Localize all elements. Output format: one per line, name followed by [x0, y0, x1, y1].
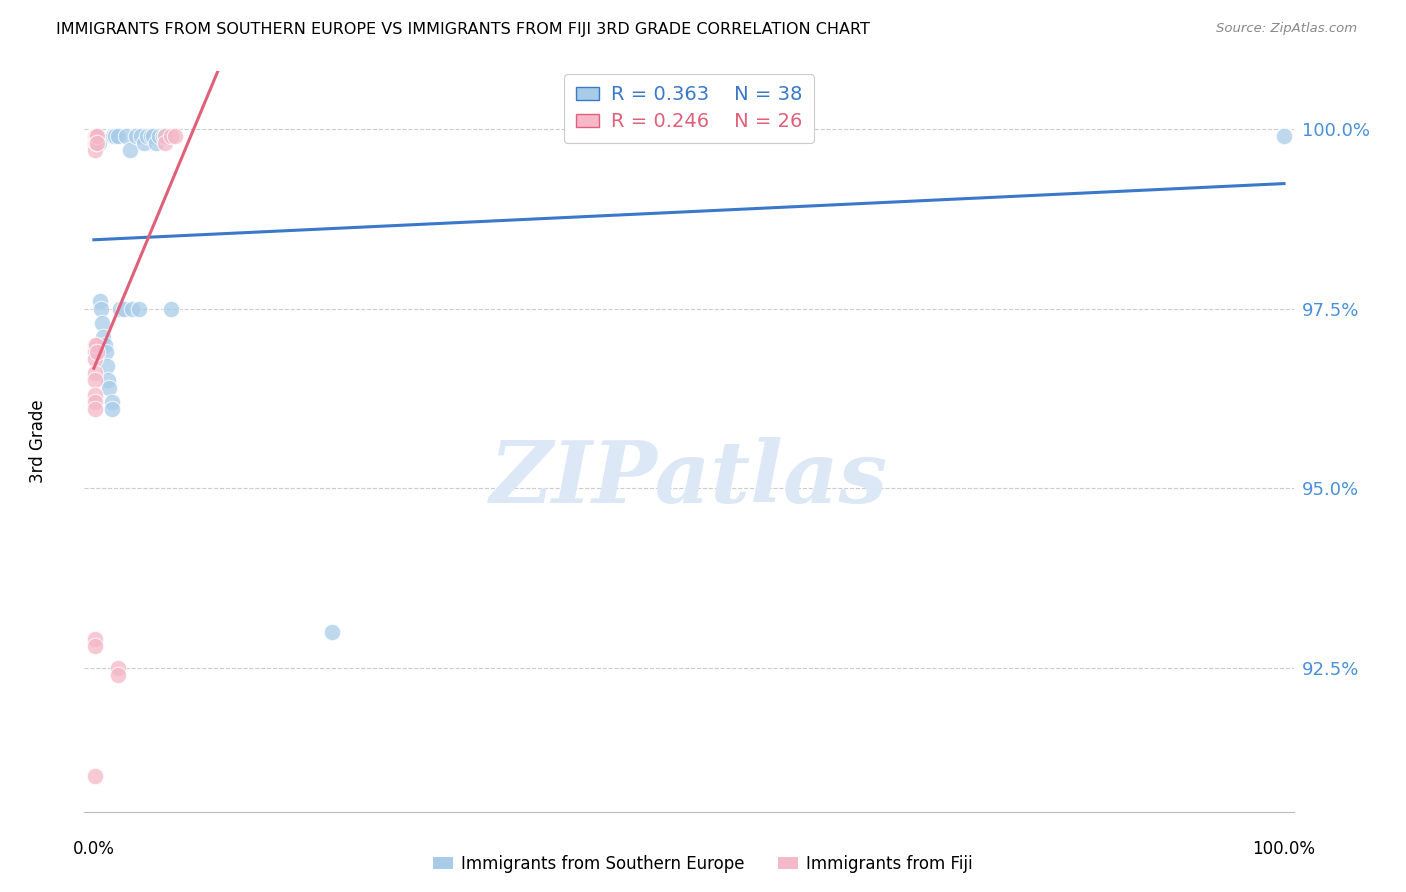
- Point: [84, 337, 107, 351]
- Point: [84, 136, 107, 151]
- Point: [155, 129, 177, 144]
- Point: [84, 129, 107, 144]
- Point: [152, 129, 174, 144]
- Text: IMMIGRANTS FROM SOUTHERN EUROPE VS IMMIGRANTS FROM FIJI 3RD GRADE CORRELATION CH: IMMIGRANTS FROM SOUTHERN EUROPE VS IMMIG…: [56, 22, 870, 37]
- Point: [84, 136, 107, 151]
- Point: [97, 374, 120, 388]
- Point: [86, 136, 108, 151]
- Point: [121, 301, 143, 316]
- Point: [98, 381, 121, 395]
- Point: [128, 301, 150, 316]
- Point: [155, 136, 177, 151]
- Point: [84, 388, 107, 402]
- Point: [86, 344, 108, 359]
- Point: [108, 301, 131, 316]
- Point: [148, 129, 170, 144]
- Point: [107, 129, 129, 144]
- Point: [84, 136, 107, 151]
- Point: [84, 366, 107, 380]
- Point: [87, 136, 110, 151]
- Point: [84, 129, 107, 144]
- Point: [84, 769, 107, 783]
- Point: [131, 129, 153, 144]
- Point: [91, 316, 114, 330]
- Point: [1272, 129, 1295, 144]
- Point: [96, 359, 118, 373]
- Point: [93, 337, 115, 351]
- Point: [84, 374, 107, 388]
- Point: [84, 129, 107, 144]
- Point: [115, 129, 138, 144]
- Point: [124, 129, 146, 144]
- Point: [104, 129, 127, 144]
- Point: [145, 136, 167, 151]
- Point: [100, 395, 122, 409]
- Text: ZIPatlas: ZIPatlas: [489, 437, 889, 520]
- Point: [84, 640, 107, 654]
- Point: [139, 129, 162, 144]
- Point: [107, 668, 129, 682]
- Point: [112, 301, 135, 316]
- Point: [136, 129, 159, 144]
- Point: [84, 351, 107, 366]
- Legend: R = 0.363    N = 38, R = 0.246    N = 26: R = 0.363 N = 38, R = 0.246 N = 26: [564, 74, 814, 143]
- Point: [101, 129, 124, 144]
- Point: [321, 625, 343, 640]
- Point: [84, 337, 107, 351]
- Point: [94, 344, 117, 359]
- Point: [163, 129, 186, 144]
- Point: [93, 330, 115, 344]
- Text: 0.0%: 0.0%: [73, 840, 115, 858]
- Point: [86, 129, 108, 144]
- Point: [160, 301, 183, 316]
- Text: 100.0%: 100.0%: [1253, 840, 1316, 858]
- Point: [89, 294, 111, 309]
- Point: [142, 129, 165, 144]
- Point: [90, 301, 112, 316]
- Point: [107, 661, 129, 675]
- Point: [84, 129, 107, 144]
- Legend: Immigrants from Southern Europe, Immigrants from Fiji: Immigrants from Southern Europe, Immigra…: [426, 848, 980, 880]
- Point: [160, 129, 183, 144]
- Point: [84, 144, 107, 158]
- Text: Source: ZipAtlas.com: Source: ZipAtlas.com: [1216, 22, 1357, 36]
- Point: [84, 344, 107, 359]
- Point: [155, 129, 177, 144]
- Point: [84, 402, 107, 417]
- Point: [84, 632, 107, 647]
- Point: [118, 144, 141, 158]
- Point: [100, 402, 122, 417]
- Text: 3rd Grade: 3rd Grade: [30, 400, 48, 483]
- Point: [86, 136, 108, 151]
- Point: [84, 395, 107, 409]
- Point: [132, 136, 155, 151]
